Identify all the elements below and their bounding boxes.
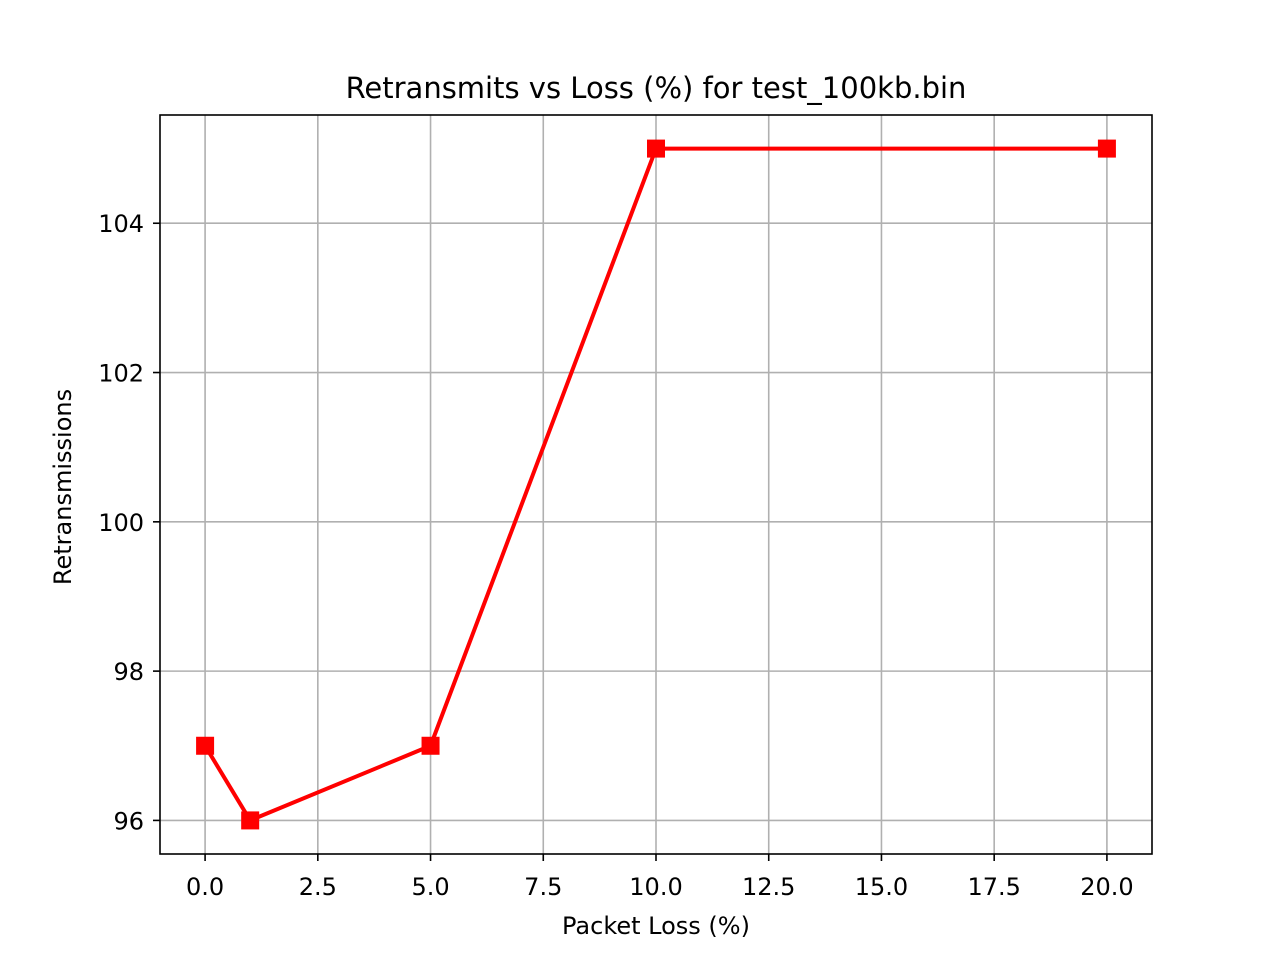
- x-tick-label-7: 17.5: [967, 873, 1020, 901]
- x-tick-label-4: 10.0: [629, 873, 682, 901]
- y-tick-label-3: 102: [98, 360, 144, 388]
- y-tick-label-1: 98: [113, 658, 144, 686]
- x-tick-label-8: 20.0: [1080, 873, 1133, 901]
- data-point-0-4: [1097, 139, 1116, 158]
- data-point-0-3: [647, 139, 665, 158]
- x-tick-label-1: 2.5: [299, 873, 337, 901]
- data-point-0-0: [196, 736, 215, 755]
- x-tick-label-6: 15.0: [855, 873, 908, 901]
- y-axis-label: Retransmissions: [49, 389, 77, 585]
- chart-title: Retransmits vs Loss (%) for test_100kb.b…: [346, 71, 967, 105]
- y-tick-label-0: 96: [113, 807, 144, 835]
- x-tick-label-5: 12.5: [742, 873, 795, 901]
- x-axis-label: Packet Loss (%): [562, 912, 750, 940]
- grid-lines: [160, 115, 1152, 854]
- x-tick-label-3: 7.5: [524, 873, 562, 901]
- series-layer: [196, 139, 1116, 830]
- axes-layer: 0.0 2.5 5.0 7.5 10.0 12.5 15.0 17.5 20.0 96 98 100 1…: [98, 114, 1153, 901]
- x-tick-label-2: 5.0: [411, 873, 449, 901]
- data-point-0-2: [421, 736, 440, 755]
- data-point-0-1: [241, 811, 260, 830]
- y-tick-label-2: 100: [98, 509, 144, 537]
- x-tick-label-0: 0.0: [186, 873, 224, 901]
- y-tick-label-4: 104: [98, 210, 144, 238]
